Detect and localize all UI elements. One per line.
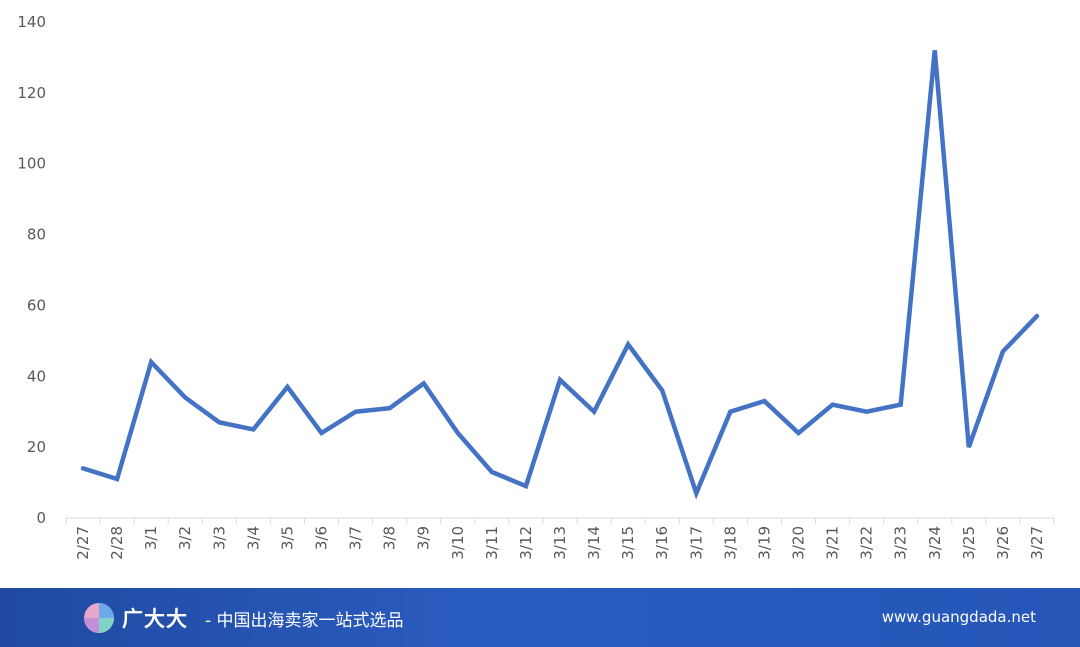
x-axis-labels: 2/27 2/28 3/1 3/2 3/3 3/4 3/5 3/6 3/7 3/8 3/9 3/10 3…: [74, 526, 1046, 560]
y-tick-label: 0: [36, 509, 46, 527]
x-tick-label: 3/19: [755, 526, 773, 560]
x-tick-label: 3/23: [892, 526, 910, 560]
x-tick-label: 3/18: [721, 526, 739, 560]
x-tick-label: 3/12: [517, 526, 535, 560]
x-tick-label: 3/13: [551, 526, 569, 560]
y-axis-ticks: 0 20 40 60 80 100 120 140: [17, 13, 46, 527]
x-tick-label: 3/11: [483, 526, 501, 560]
x-tick-label: 3/1: [142, 526, 160, 550]
x-tick-label: 3/3: [210, 526, 228, 550]
x-tick-label: 2/28: [108, 526, 126, 560]
x-tick-label: 2/27: [74, 526, 92, 560]
y-tick-label: 120: [17, 84, 46, 102]
x-tick-label: 3/2: [176, 526, 194, 550]
x-tick-label: 3/8: [381, 526, 399, 550]
y-tick-label: 40: [27, 367, 46, 385]
x-tick-label: 3/5: [278, 526, 296, 550]
x-axis-ticks: [65, 518, 1055, 524]
y-tick-label: 20: [27, 438, 46, 456]
footer-banner: 广大大 - 中国出海卖家一站式选品 www.guangdada.net: [0, 588, 1080, 647]
series-line: [80, 50, 1040, 500]
website-link[interactable]: www.guangdada.net: [881, 608, 1036, 626]
x-tick-label: 3/9: [415, 526, 433, 550]
x-tick-label: 3/16: [653, 526, 671, 560]
x-tick-label: 3/4: [244, 526, 262, 550]
x-tick-label: 3/6: [313, 526, 331, 550]
pie-logo-icon: [84, 603, 114, 633]
x-tick-label: 3/17: [687, 526, 705, 560]
line-chart: 0 20 40 60 80 100 120 140 2/27 2/28 3/1 3/2 3/3 3/4 3…: [17, 13, 1055, 560]
y-tick-label: 100: [17, 155, 46, 173]
x-tick-label: 3/24: [926, 526, 944, 560]
x-tick-label: 3/25: [960, 526, 978, 560]
x-tick-label: 3/7: [347, 526, 365, 550]
brand-tagline: - 中国出海卖家一站式选品: [205, 611, 404, 631]
y-tick-label: 60: [27, 296, 46, 314]
x-tick-label: 3/21: [824, 526, 842, 560]
x-tick-label: 3/22: [858, 526, 876, 560]
x-tick-label: 3/26: [994, 526, 1012, 560]
y-tick-label: 140: [17, 13, 46, 31]
x-tick-label: 3/27: [1028, 526, 1046, 560]
brand-name: 广大大: [122, 607, 188, 631]
x-tick-label: 3/20: [789, 526, 807, 560]
x-tick-label: 3/10: [449, 526, 467, 560]
x-tick-label: 3/14: [585, 526, 603, 560]
y-tick-label: 80: [27, 226, 46, 244]
x-tick-label: 3/15: [619, 526, 637, 560]
